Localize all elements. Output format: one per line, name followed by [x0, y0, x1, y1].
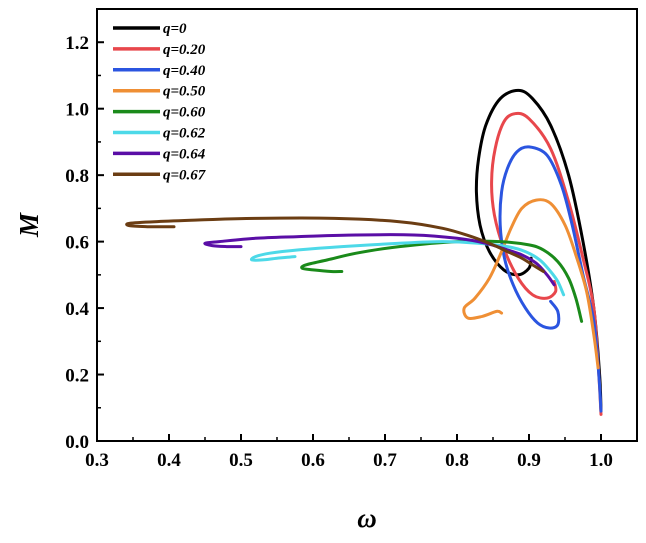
series-line	[490, 111, 603, 416]
plot-frame	[96, 8, 638, 442]
x-tick-label: 0.4	[157, 450, 181, 471]
y-tick-label: 0.8	[65, 166, 89, 187]
legend-label: q=0.64	[163, 146, 206, 162]
y-tick-label: 1.0	[65, 100, 89, 121]
series-line	[474, 88, 603, 413]
legend-label: q=0.60	[163, 105, 206, 121]
series-line	[203, 233, 556, 287]
series-line	[125, 216, 545, 273]
legend-label: q=0	[163, 21, 187, 37]
legend-label: q=0.40	[163, 63, 206, 79]
x-tick-label: 1.0	[589, 450, 613, 471]
x-tick-label: 0.9	[517, 450, 541, 471]
series-line	[249, 240, 566, 297]
series-lines	[125, 88, 603, 416]
series-line	[462, 198, 600, 370]
x-tick-label: 0.3	[85, 450, 109, 471]
x-tick-label: 0.8	[445, 450, 469, 471]
y-axis-title: M	[14, 212, 44, 238]
y-tick-label: 0.6	[65, 233, 89, 254]
y-tick-label: 1.2	[65, 33, 89, 54]
x-tick-label: 0.5	[229, 450, 253, 471]
y-tick-label: 0.0	[65, 432, 89, 453]
series-line	[300, 239, 584, 323]
legend-label: q=0.67	[163, 167, 206, 183]
legend-label: q=0.20	[163, 42, 206, 58]
x-tick-label: 0.7	[373, 450, 397, 471]
y-tick-label: 0.2	[65, 366, 89, 387]
tick-labels: 0.3 0.4 0.5 0.6 0.7 0.8 0.9 1.0 0.0 0.2 0.4 0.6 0.8 1…	[65, 33, 613, 471]
y-tick-label: 0.4	[65, 299, 89, 320]
x-axis-title: ω	[357, 503, 377, 533]
x-tick-label: 0.6	[301, 450, 325, 471]
legend-label: q=0.62	[163, 126, 206, 142]
legend: q=0 q=0.20 q=0.40 q=0.50 q=0.60 q=0.62 q=0.64 q…	[113, 21, 206, 183]
legend-label: q=0.50	[163, 84, 206, 100]
